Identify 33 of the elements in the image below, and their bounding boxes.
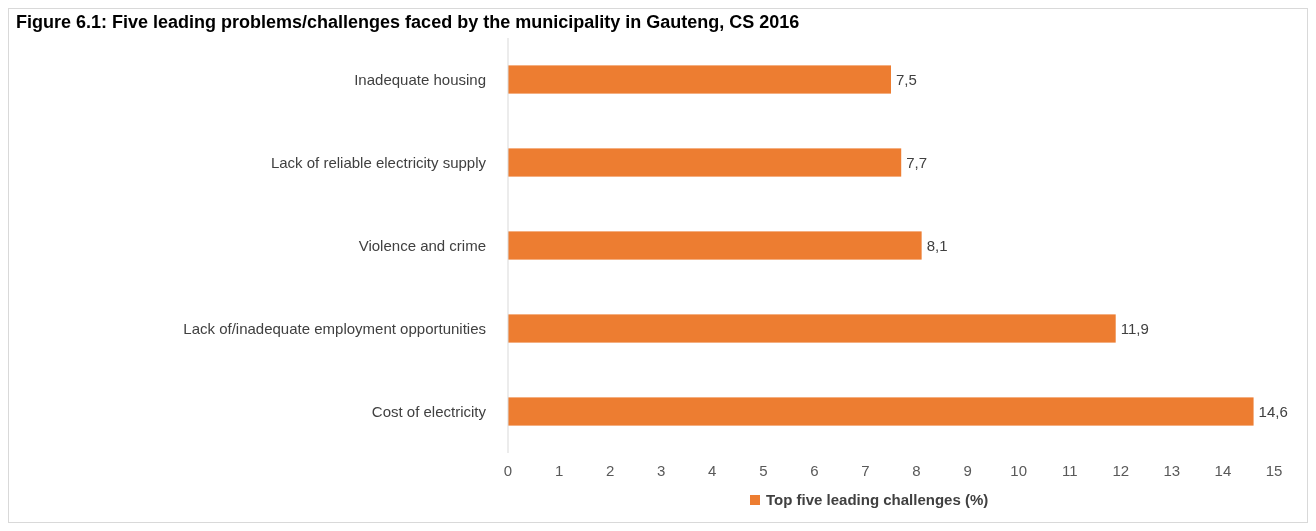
x-tick-label: 0 bbox=[503, 462, 513, 479]
data-label: 8,1 bbox=[926, 236, 948, 254]
data-label: 14,6 bbox=[1258, 402, 1288, 420]
x-tick-label: 13 bbox=[1163, 462, 1181, 479]
x-tick-label: 10 bbox=[1010, 462, 1028, 479]
x-tick-label: 11 bbox=[1061, 462, 1078, 479]
data-label: 7,7 bbox=[906, 153, 928, 171]
y-tick-label: Lack of reliable electricity supply bbox=[270, 153, 487, 171]
legend-label: Top five leading challenges (%) bbox=[766, 491, 989, 508]
x-tick-label: 6 bbox=[810, 462, 819, 479]
y-tick-label: Inadequate housing bbox=[354, 70, 486, 88]
x-tick-label: 12 bbox=[1112, 462, 1130, 479]
y-tick-label: Cost of electricity bbox=[371, 402, 487, 420]
x-tick-label: 4 bbox=[708, 462, 717, 479]
x-tick-label: 9 bbox=[963, 462, 972, 479]
x-tick-label: 5 bbox=[759, 462, 768, 479]
chart-title: Figure 6.1: Five leading problems/challenges faced by the municipality in Gauteng, CS 2016 bbox=[16, 12, 800, 32]
x-tick-label: 14 bbox=[1214, 462, 1232, 479]
bar bbox=[508, 314, 1116, 343]
x-tick-label: 2 bbox=[605, 462, 615, 479]
x-tick-label: 7 bbox=[861, 462, 870, 479]
x-tick-label: 3 bbox=[657, 462, 666, 479]
x-tick-label: 15 bbox=[1265, 462, 1283, 479]
y-tick-label: Lack of/inadequate employment opportunities bbox=[183, 319, 486, 337]
x-tick-label: 8 bbox=[912, 462, 921, 479]
data-label: 11,9 bbox=[1120, 319, 1149, 337]
bar bbox=[508, 65, 891, 94]
bar bbox=[508, 148, 902, 177]
bar bbox=[508, 231, 922, 260]
y-tick-label: Violence and crime bbox=[358, 236, 486, 254]
x-tick-label: 1 bbox=[554, 462, 564, 479]
bar bbox=[508, 397, 1254, 426]
data-label: 7,5 bbox=[896, 70, 917, 88]
